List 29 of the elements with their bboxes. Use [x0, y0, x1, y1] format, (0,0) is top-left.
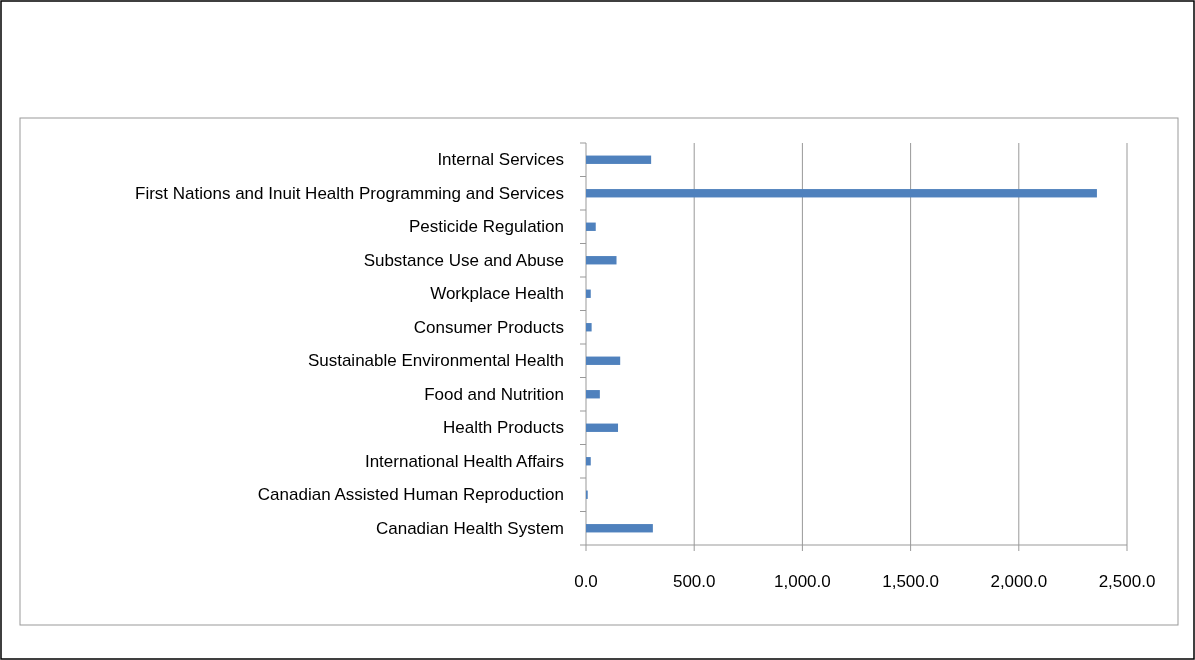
- y-tick-label: Food and Nutrition: [424, 384, 564, 404]
- y-tick-label: First Nations and Inuit Health Programming and Services: [135, 183, 564, 203]
- bar: [586, 423, 619, 432]
- y-tick-label: International Health Affairs: [364, 451, 564, 471]
- y-tick-label: Canadian Health System: [375, 518, 564, 538]
- bar: [586, 189, 1097, 198]
- y-tick-label: Sustainable Environmental Health: [307, 351, 564, 371]
- x-tick-label: 1,500.0: [882, 572, 939, 591]
- y-tick-label: Workplace Health: [430, 284, 564, 304]
- y-tick-label: Consumer Products: [413, 317, 564, 337]
- bar: [586, 356, 621, 365]
- y-tick-label: Canadian Assisted Human Reproduction: [257, 485, 564, 505]
- bar: [586, 222, 596, 231]
- bar: [586, 524, 653, 533]
- bar: [586, 289, 591, 298]
- x-tick-label: 2,000.0: [990, 572, 1048, 591]
- x-tick-label: 2,500.0: [1098, 572, 1156, 591]
- x-tick-label: 1,000.0: [774, 572, 831, 591]
- bar: [586, 390, 600, 399]
- y-tick-label: Substance Use and Abuse: [363, 250, 564, 270]
- y-tick-label: Internal Services: [437, 150, 564, 170]
- bar: [586, 457, 591, 466]
- x-tick-label: 0.0: [574, 572, 598, 591]
- bar: [586, 256, 617, 265]
- y-tick-label: Pesticide Regulation: [409, 217, 564, 237]
- y-tick-label: Health Products: [443, 418, 564, 438]
- bar: [586, 323, 592, 332]
- bar: [586, 155, 652, 164]
- x-tick-label: 500.0: [672, 572, 716, 591]
